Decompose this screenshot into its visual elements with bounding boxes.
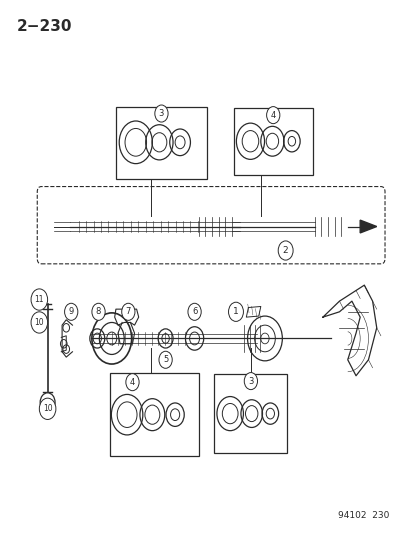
- Text: 11: 11: [35, 295, 44, 304]
- Text: 9: 9: [69, 308, 74, 316]
- Bar: [116, 107, 206, 179]
- Circle shape: [154, 105, 168, 122]
- Circle shape: [244, 373, 257, 390]
- Text: 6: 6: [192, 308, 197, 316]
- Circle shape: [159, 351, 172, 368]
- Circle shape: [188, 303, 201, 320]
- Bar: [233, 108, 312, 175]
- Text: 3: 3: [248, 377, 253, 385]
- Circle shape: [121, 303, 135, 320]
- Text: 8: 8: [96, 308, 101, 316]
- Text: 4: 4: [130, 378, 135, 386]
- Text: 2−230: 2−230: [17, 19, 72, 34]
- Circle shape: [278, 241, 292, 260]
- Text: 10: 10: [43, 405, 52, 413]
- Circle shape: [126, 374, 139, 391]
- Text: 10: 10: [34, 318, 44, 327]
- Text: 2: 2: [282, 246, 288, 255]
- Circle shape: [40, 393, 55, 412]
- Circle shape: [39, 398, 56, 419]
- Circle shape: [31, 289, 47, 310]
- Circle shape: [64, 303, 78, 320]
- Circle shape: [31, 312, 47, 333]
- Text: 1: 1: [233, 308, 238, 316]
- Polygon shape: [246, 306, 260, 317]
- Bar: [214, 374, 286, 453]
- Circle shape: [228, 302, 243, 321]
- Bar: [109, 373, 198, 456]
- Circle shape: [266, 107, 279, 124]
- Circle shape: [92, 303, 105, 320]
- Polygon shape: [359, 220, 376, 233]
- Text: 7: 7: [126, 308, 131, 316]
- Text: 94102  230: 94102 230: [337, 511, 388, 520]
- Text: 4: 4: [270, 111, 275, 119]
- Text: 5: 5: [163, 356, 168, 364]
- Text: 3: 3: [159, 109, 164, 118]
